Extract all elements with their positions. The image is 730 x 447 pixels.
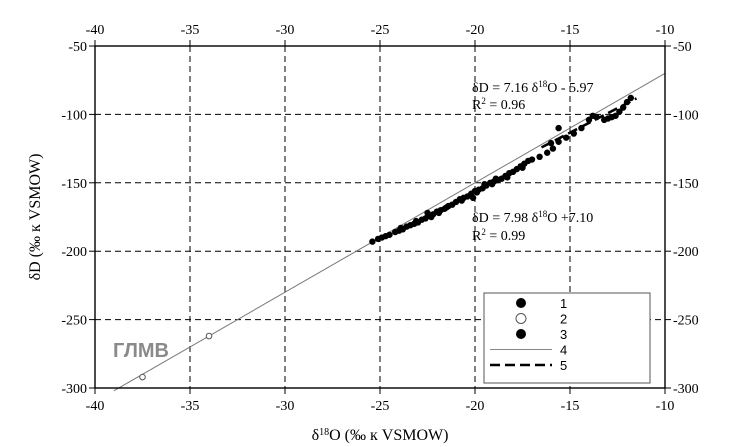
data-point	[536, 153, 543, 161]
legend-marker-open	[515, 313, 527, 324]
y-tick-label-left: -100	[61, 108, 87, 123]
data-point	[473, 189, 481, 196]
data-points	[139, 94, 634, 381]
data-point	[458, 197, 465, 204]
data-point-open	[205, 332, 213, 340]
x-tick-label-top: -25	[371, 23, 390, 38]
data-point	[563, 134, 570, 141]
data-point	[578, 124, 585, 132]
legend-label: 3	[560, 327, 567, 342]
legend-item: 4	[490, 343, 567, 358]
lower-equation: δD = 7.98 δ18O +7.10	[472, 209, 593, 226]
legend-item: 3	[516, 327, 567, 342]
legend-item: 5	[490, 358, 567, 373]
data-point	[555, 124, 562, 132]
x-tick-label-bottom: -10	[656, 399, 675, 414]
x-tick-label-bottom: -20	[466, 399, 485, 414]
data-point	[549, 145, 557, 152]
y-tick-label-right: -150	[673, 177, 699, 192]
x-tick-label-bottom: -15	[561, 399, 580, 414]
y-tick-label-right: -100	[673, 108, 699, 123]
data-point	[386, 231, 393, 238]
legend-label: 2	[560, 312, 567, 327]
data-point	[369, 238, 376, 245]
y-tick-label-left: -300	[61, 382, 87, 397]
legend-marker-filled	[516, 298, 526, 308]
y-tick-label-left: -150	[61, 177, 87, 192]
data-point	[519, 164, 526, 171]
data-point	[555, 138, 562, 145]
y-tick-label-right: -300	[673, 382, 699, 397]
lower-r2: R2 = 0.99	[472, 227, 525, 244]
data-point	[424, 209, 431, 217]
x-tick-label-top: -10	[656, 23, 675, 38]
data-point	[412, 217, 420, 225]
data-point	[547, 139, 555, 147]
legend-label: 5	[560, 358, 567, 373]
x-tick-label-top: -30	[276, 23, 295, 38]
y-tick-label-left: -200	[61, 245, 87, 260]
data-point	[593, 113, 600, 121]
data-point	[544, 149, 551, 156]
data-point	[443, 204, 450, 211]
y-tick-label-right: -50	[673, 40, 692, 55]
data-point	[397, 224, 405, 232]
data-point	[469, 194, 477, 202]
y-axis-title: δD (‰ к VSMOW)	[27, 154, 44, 281]
y-tick-label-right: -200	[673, 245, 699, 260]
data-point-open	[139, 373, 146, 381]
legend-label: 1	[560, 296, 567, 311]
data-point	[585, 116, 593, 124]
data-point	[428, 213, 435, 221]
legend-box	[483, 292, 651, 384]
axis-ticks: -40 -40 -35 -35 -30 -30 -25 -25 -20 -20 -15 -15 -10 -…	[61, 23, 698, 414]
x-tick-label-bottom: -25	[371, 399, 390, 414]
legend-item: 1	[516, 296, 567, 311]
data-point	[620, 104, 627, 111]
x-tick-label-bottom: -35	[181, 399, 200, 414]
legend-item: 2	[515, 312, 567, 327]
data-point	[528, 156, 536, 163]
x-tick-label-bottom: -40	[86, 399, 105, 414]
x-tick-label-top: -20	[466, 23, 485, 38]
x-tick-label-top: -40	[86, 23, 105, 38]
x-axis-title: δ18O (‰ к VSMOW)	[312, 427, 449, 445]
legend-label: 4	[560, 343, 567, 358]
x-tick-label-bottom: -30	[276, 399, 295, 414]
data-point	[627, 94, 634, 102]
y-tick-label-left: -250	[61, 314, 87, 329]
data-point	[570, 130, 577, 137]
legend-marker-filled	[516, 329, 526, 339]
data-point	[623, 98, 631, 106]
gmwl-label: ГЛМВ	[113, 340, 169, 362]
upper-equation: δD = 7.16 δ18O - 5.97	[472, 79, 593, 96]
data-point	[616, 108, 623, 115]
data-point	[504, 174, 511, 181]
x-tick-label-top: -15	[561, 23, 580, 38]
y-tick-label-left: -50	[68, 40, 87, 55]
x-tick-label-top: -35	[181, 23, 200, 38]
data-point	[612, 112, 619, 119]
data-point	[492, 175, 500, 182]
upper-r2: R2 = 0.96	[472, 96, 525, 113]
data-point	[481, 180, 488, 188]
y-tick-label-right: -250	[673, 314, 699, 329]
data-point	[488, 180, 496, 188]
data-point	[435, 209, 443, 217]
